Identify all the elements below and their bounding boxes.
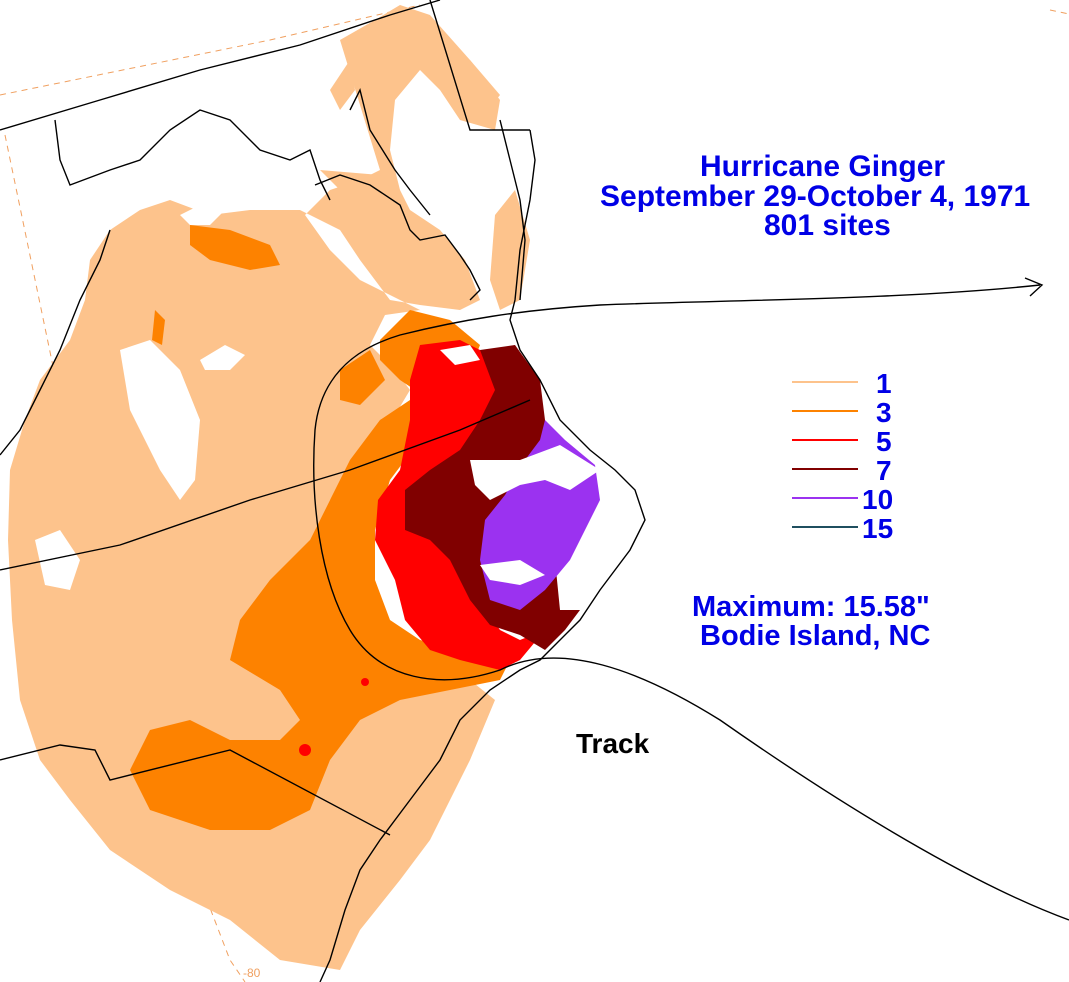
legend-label: 10 xyxy=(862,484,894,515)
legend-label: 3 xyxy=(876,397,892,428)
legend-label: 15 xyxy=(862,513,894,544)
legend-item: 7 xyxy=(792,455,922,486)
longitude-label: -80 xyxy=(243,966,261,980)
maximum-value: Maximum: 15.58" xyxy=(692,591,930,623)
grid-lines xyxy=(0,4,1069,982)
legend-item: 1 xyxy=(792,368,922,399)
holes xyxy=(35,205,245,590)
legend-swatch xyxy=(792,497,858,499)
coastline xyxy=(319,129,646,982)
legend-swatch xyxy=(792,439,858,441)
sounds xyxy=(440,345,600,585)
legend-swatch xyxy=(792,410,858,412)
legend-swatch xyxy=(792,526,858,528)
legend-item: 15 xyxy=(792,513,922,544)
legend-item: 3 xyxy=(792,397,922,428)
maximum-location: Bodie Island, NC xyxy=(700,620,931,652)
legend-item: 10 xyxy=(792,484,922,515)
title-line-3: 801 sites xyxy=(764,209,891,242)
legend-label: 1 xyxy=(876,368,892,399)
legend-label: 7 xyxy=(876,455,892,486)
title-line-2: September 29-October 4, 1971 xyxy=(600,180,1031,213)
legend-swatch xyxy=(792,381,858,383)
legend-item: 5 xyxy=(792,426,922,457)
legend-label: 5 xyxy=(876,426,892,457)
contour-1in xyxy=(8,5,530,970)
track-label: Track xyxy=(576,728,650,759)
state-boundaries xyxy=(0,0,531,836)
track-arrowhead xyxy=(1024,277,1044,297)
legend-swatch xyxy=(792,468,858,470)
storm-track xyxy=(313,277,1069,921)
title-line-1: Hurricane Ginger xyxy=(700,150,946,183)
